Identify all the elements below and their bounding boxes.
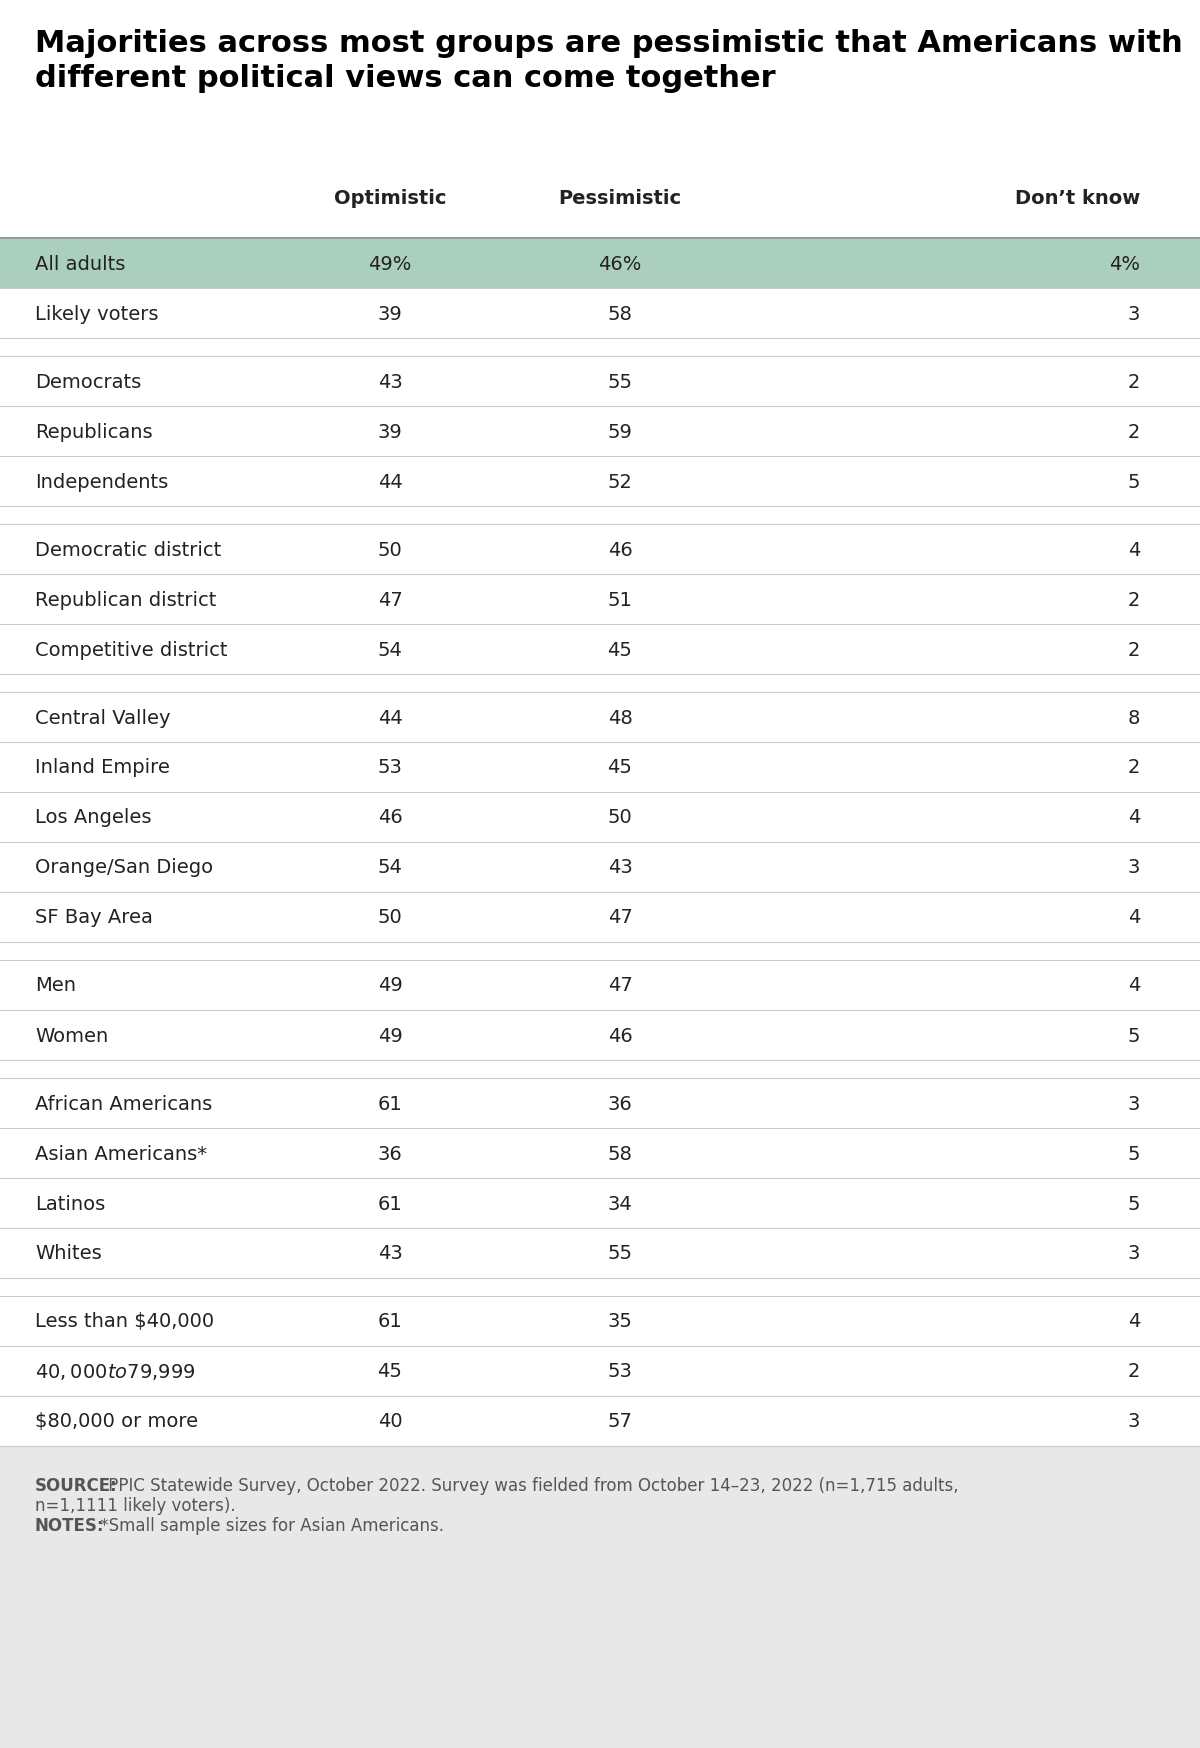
- Text: *Small sample sizes for Asian Americans.: *Small sample sizes for Asian Americans.: [95, 1516, 444, 1535]
- Text: 58: 58: [607, 304, 632, 323]
- Text: Republicans: Republicans: [35, 423, 152, 440]
- Text: 53: 53: [607, 1362, 632, 1381]
- Text: 47: 47: [607, 975, 632, 995]
- Text: 49%: 49%: [368, 255, 412, 273]
- Text: 4: 4: [1128, 540, 1140, 559]
- Text: 61: 61: [378, 1094, 402, 1113]
- Text: 2: 2: [1128, 372, 1140, 392]
- Text: 39: 39: [378, 304, 402, 323]
- Text: 34: 34: [607, 1194, 632, 1213]
- Text: 35: 35: [607, 1311, 632, 1330]
- Text: Democrats: Democrats: [35, 372, 142, 392]
- Text: Optimistic: Optimistic: [334, 189, 446, 208]
- Text: Competitive district: Competitive district: [35, 640, 228, 659]
- Bar: [0, 239, 1200, 288]
- Text: 54: 54: [378, 640, 402, 659]
- Text: 4: 4: [1128, 1311, 1140, 1330]
- Bar: [0, 1446, 1200, 1748]
- Text: PPIC Statewide Survey, October 2022. Survey was fielded from October 14–23, 2022: PPIC Statewide Survey, October 2022. Sur…: [103, 1475, 959, 1495]
- Text: 46%: 46%: [599, 255, 642, 273]
- Text: All adults: All adults: [35, 255, 125, 273]
- Text: 50: 50: [607, 808, 632, 827]
- Text: Women: Women: [35, 1026, 108, 1045]
- Text: Asian Americans*: Asian Americans*: [35, 1143, 208, 1162]
- Text: 39: 39: [378, 423, 402, 440]
- Text: 5: 5: [1128, 1026, 1140, 1045]
- Text: Pessimistic: Pessimistic: [558, 189, 682, 208]
- Text: 52: 52: [607, 472, 632, 491]
- Text: 61: 61: [378, 1311, 402, 1330]
- Text: Democratic district: Democratic district: [35, 540, 221, 559]
- Text: 3: 3: [1128, 304, 1140, 323]
- Text: 44: 44: [378, 708, 402, 727]
- Text: 8: 8: [1128, 708, 1140, 727]
- Text: 44: 44: [378, 472, 402, 491]
- Text: 2: 2: [1128, 759, 1140, 778]
- Text: 4: 4: [1128, 808, 1140, 827]
- Text: 2: 2: [1128, 640, 1140, 659]
- Text: 47: 47: [607, 907, 632, 926]
- Text: Don’t know: Don’t know: [1015, 189, 1140, 208]
- Text: Men: Men: [35, 975, 76, 995]
- Text: 43: 43: [378, 372, 402, 392]
- Text: 4: 4: [1128, 907, 1140, 926]
- Text: Latinos: Latinos: [35, 1194, 106, 1213]
- Text: 3: 3: [1128, 1412, 1140, 1430]
- Text: 50: 50: [378, 540, 402, 559]
- Text: n=1,1111 likely voters).: n=1,1111 likely voters).: [35, 1496, 235, 1514]
- Text: 58: 58: [607, 1143, 632, 1162]
- Text: 59: 59: [607, 423, 632, 440]
- Text: 48: 48: [607, 708, 632, 727]
- Text: $80,000 or more: $80,000 or more: [35, 1412, 198, 1430]
- Text: 3: 3: [1128, 1245, 1140, 1262]
- Text: Central Valley: Central Valley: [35, 708, 170, 727]
- Text: 4: 4: [1128, 975, 1140, 995]
- Text: Los Angeles: Los Angeles: [35, 808, 151, 827]
- Text: Less than $40,000: Less than $40,000: [35, 1311, 214, 1330]
- Text: 49: 49: [378, 1026, 402, 1045]
- Text: 5: 5: [1128, 472, 1140, 491]
- Text: 2: 2: [1128, 1362, 1140, 1381]
- Text: 46: 46: [607, 540, 632, 559]
- Text: 43: 43: [378, 1245, 402, 1262]
- Text: Orange/San Diego: Orange/San Diego: [35, 858, 214, 877]
- Text: 45: 45: [607, 759, 632, 778]
- Text: 3: 3: [1128, 1094, 1140, 1113]
- Text: $40,000 to $79,999: $40,000 to $79,999: [35, 1362, 196, 1381]
- Text: 45: 45: [607, 640, 632, 659]
- Text: 47: 47: [378, 591, 402, 608]
- Text: 55: 55: [607, 372, 632, 392]
- Text: 2: 2: [1128, 423, 1140, 440]
- Text: 43: 43: [607, 858, 632, 877]
- Text: SOURCE:: SOURCE:: [35, 1475, 118, 1495]
- Text: Independents: Independents: [35, 472, 168, 491]
- Text: 5: 5: [1128, 1194, 1140, 1213]
- Text: 45: 45: [378, 1362, 402, 1381]
- Text: Inland Empire: Inland Empire: [35, 759, 170, 778]
- Text: 51: 51: [607, 591, 632, 608]
- Text: 3: 3: [1128, 858, 1140, 877]
- Text: Republican district: Republican district: [35, 591, 216, 608]
- Text: Majorities across most groups are pessimistic that Americans with
different poli: Majorities across most groups are pessim…: [35, 30, 1183, 93]
- Text: 5: 5: [1128, 1143, 1140, 1162]
- Text: 50: 50: [378, 907, 402, 926]
- Text: 54: 54: [378, 858, 402, 877]
- Text: Likely voters: Likely voters: [35, 304, 158, 323]
- Text: NOTES:: NOTES:: [35, 1516, 104, 1535]
- Text: 36: 36: [378, 1143, 402, 1162]
- Text: 57: 57: [607, 1412, 632, 1430]
- Text: 55: 55: [607, 1245, 632, 1262]
- Text: 2: 2: [1128, 591, 1140, 608]
- Text: 40: 40: [378, 1412, 402, 1430]
- Text: 53: 53: [378, 759, 402, 778]
- Text: 49: 49: [378, 975, 402, 995]
- Text: 46: 46: [607, 1026, 632, 1045]
- Text: 46: 46: [378, 808, 402, 827]
- Text: 4%: 4%: [1109, 255, 1140, 273]
- Text: Whites: Whites: [35, 1245, 102, 1262]
- Text: 36: 36: [607, 1094, 632, 1113]
- Text: SF Bay Area: SF Bay Area: [35, 907, 152, 926]
- Text: African Americans: African Americans: [35, 1094, 212, 1113]
- Text: 61: 61: [378, 1194, 402, 1213]
